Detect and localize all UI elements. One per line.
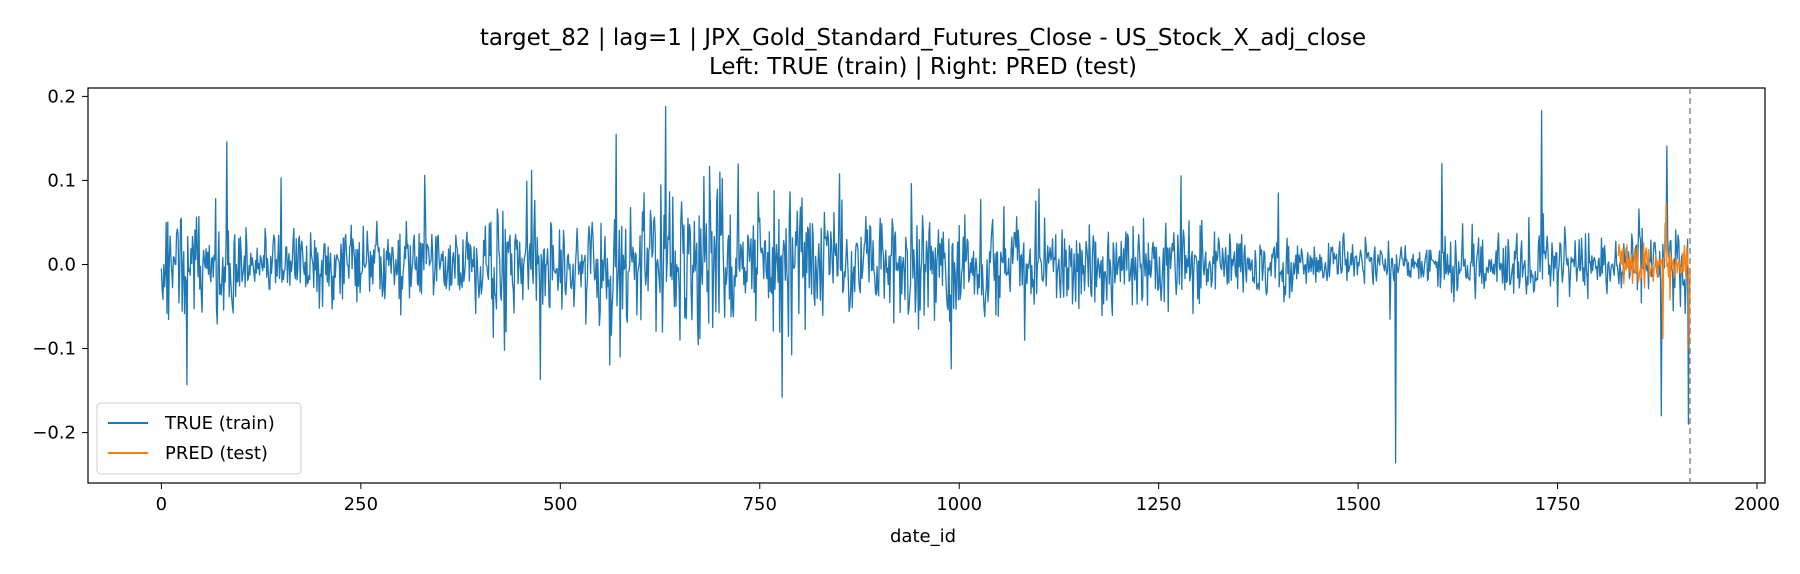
y-axis: −0.2 −0.1 0.0 0.1 0.2 — [32, 86, 88, 444]
y-tick-label: 0.2 — [47, 86, 76, 107]
y-tick-label: −0.1 — [32, 339, 76, 360]
plot-frame — [87, 87, 1766, 484]
series-line-true — [160, 105, 1691, 464]
x-tick-label: 1250 — [1136, 494, 1182, 515]
x-tick-label: 1750 — [1535, 494, 1581, 515]
x-tick-label: 0 — [156, 494, 167, 515]
y-tick-label: −0.2 — [32, 423, 76, 444]
x-tick-label: 500 — [543, 494, 577, 515]
x-tick-label: 250 — [344, 494, 378, 515]
legend: TRUE (train) PRED (test) — [96, 402, 302, 475]
y-tick-label: 0.1 — [47, 170, 76, 191]
legend-label-pred: PRED (test) — [165, 443, 268, 464]
x-tick-label: 1500 — [1335, 494, 1381, 515]
y-tick-label: 0.0 — [47, 254, 76, 275]
x-axis: 0 250 500 750 1000 1250 1500 1750 2000 — [156, 483, 1780, 515]
legend-label-true: TRUE (train) — [164, 413, 275, 434]
x-tick-label: 2000 — [1734, 494, 1780, 515]
chart-subtitle: Left: TRUE (train) | Right: PRED (test) — [709, 54, 1137, 80]
series-line-pred — [1617, 201, 1691, 350]
legend-box — [96, 402, 302, 475]
x-tick-label: 750 — [743, 494, 777, 515]
x-tick-label: 1000 — [936, 494, 982, 515]
chart-title: target_82 | lag=1 | JPX_Gold_Standard_Fu… — [480, 25, 1366, 51]
x-axis-label: date_id — [890, 526, 956, 547]
plot-area — [87, 87, 1766, 484]
